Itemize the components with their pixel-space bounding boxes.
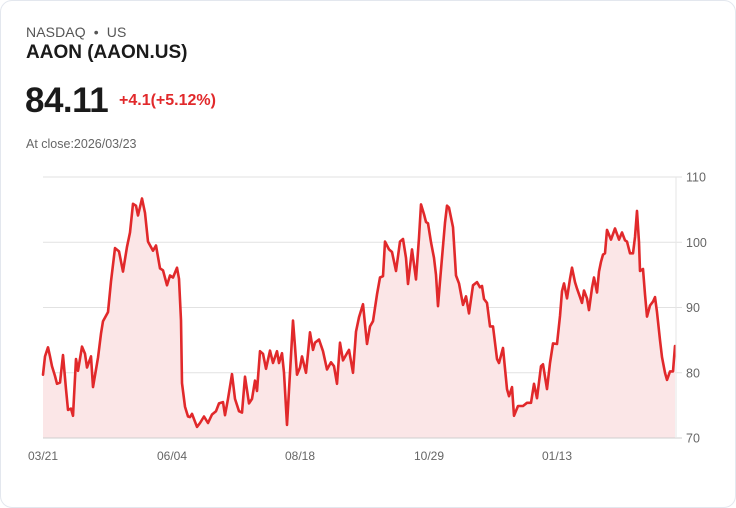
close-date: At close:2026/03/23 (26, 137, 137, 151)
y-tick-label: 90 (686, 301, 700, 315)
price-change: +4.1(+5.12%) (119, 92, 216, 109)
separator-dot: • (93, 24, 99, 40)
y-tick-label: 70 (686, 432, 700, 446)
y-tick-label: 110 (686, 171, 706, 185)
price-line (41, 197, 677, 429)
exchange-line: NASDAQ • US (26, 24, 126, 40)
x-tick-label: 06/04 (157, 449, 187, 463)
x-axis-ticks: 03/21 06/04 08/18 10/29 01/13 (28, 449, 572, 463)
current-price: 84.11 (25, 81, 109, 120)
stock-title: AAON (AAON.US) (26, 42, 188, 63)
x-tick-label: 08/18 (285, 449, 315, 463)
y-tick-label: 100 (686, 236, 707, 250)
y-axis-ticks: 70 80 90 100 110 (686, 171, 707, 446)
x-tick-label: 10/29 (414, 449, 444, 463)
x-tick-label: 03/21 (28, 449, 58, 463)
country: US (106, 24, 127, 40)
x-tick-label: 01/13 (542, 449, 572, 463)
exchange-name: NASDAQ (26, 24, 86, 40)
y-tick-label: 80 (686, 366, 700, 380)
